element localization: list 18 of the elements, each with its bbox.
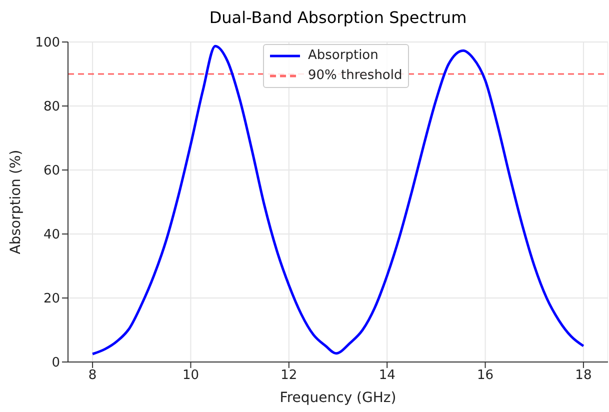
x-axis-title: Frequency (GHz) bbox=[280, 390, 396, 406]
chart-title: Dual-Band Absorption Spectrum bbox=[208, 8, 468, 29]
y-axis-title: Absorption (%) bbox=[8, 150, 24, 254]
y-tick-label: 100 bbox=[35, 36, 60, 51]
x-tick-label: 18 bbox=[575, 368, 592, 384]
x-tick-label: 14 bbox=[378, 368, 396, 384]
y-tick-label: 20 bbox=[43, 292, 60, 307]
x-tick-label: 8 bbox=[88, 368, 97, 384]
x-tick-label: 16 bbox=[477, 368, 494, 384]
x-tick-label: 12 bbox=[280, 368, 298, 384]
y-tick-label: 40 bbox=[43, 228, 60, 243]
y-tick-label: 60 bbox=[43, 164, 60, 179]
y-tick-label: 0 bbox=[52, 356, 60, 371]
x-tick-label: 10 bbox=[182, 368, 199, 384]
y-tick-label: 80 bbox=[43, 100, 60, 115]
ref-line-label: 90% threshold bbox=[308, 67, 402, 85]
line-series bbox=[91, 44, 585, 356]
legend-label: Absorption bbox=[308, 47, 378, 65]
